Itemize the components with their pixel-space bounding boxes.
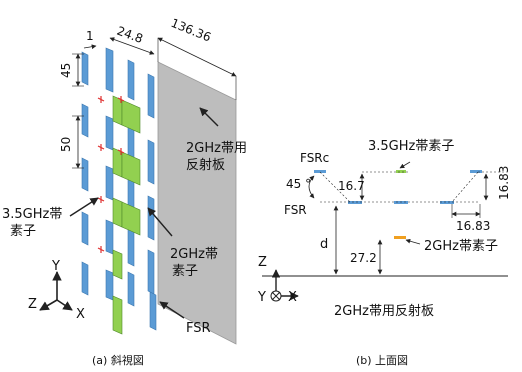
top-elements [314,170,482,239]
dim-50-label: 50 [59,137,73,152]
reflector-leader [199,107,219,127]
el2-top-label: 2GHz帯素子 [424,239,498,254]
axis-z-arrow [39,299,58,311]
dim-1-line [83,44,97,50]
dim-24-line [109,37,155,55]
el2-top-leader [405,238,421,245]
fsr-left-label: FSR [284,203,307,217]
el35-top-leader [399,161,411,169]
dim-1683b-label: 16.83 [456,219,490,233]
el2-leader [147,207,173,237]
axis-z-top-label: Z [258,255,267,270]
angle-label: 45 ° [286,177,311,191]
el35-top-label: 3.5GHz帯素子 [368,139,454,154]
axis-z-label: Z [28,297,37,312]
reflector-top-label: 2GHz帯用反射板 [334,303,434,319]
el35-leader [69,197,99,217]
caption-a: (a) 斜視図 [92,353,144,367]
dim-136-label: 136.36 [169,16,213,45]
fsr-top-label: FSRc [300,151,329,165]
el35-label-2: 素子 [10,224,36,239]
reflector-label-2: 反射板 [186,157,225,173]
el2-label-2: 素子 [172,264,198,279]
top-view: FSRc FSR 45 ° 16.7 16.83 16.83 d 27.2 3.… [257,139,511,367]
axis-x-label: X [76,307,85,322]
dim-24-label: 24.8 [115,24,145,46]
fsr-leader [159,301,185,319]
element-2-patches [112,95,141,335]
dim-45-label: 45 [59,63,73,78]
el35-label-1: 3.5GHz帯 [2,207,62,222]
axis-y-label: Y [51,259,60,274]
feed-marks [97,96,125,253]
el2-label-1: 2GHz帯 [170,247,218,262]
perspective-view: 1 24.8 136.36 45 50 2GHz帯用 反射板 3.5GHz帯 素… [2,16,247,367]
axis-x-top-label: X [288,290,297,305]
dim-136-line [157,37,237,77]
fsr-label: FSR [186,321,211,336]
reflector-label-1: 2GHz帯用 [186,141,247,156]
dim-1683a-label: 16.83 [497,166,511,200]
dim-1-label: 1 [86,29,94,43]
axis-x-arrow [56,299,73,311]
angle-arc [308,175,315,199]
dim-167-label: 16.7 [338,179,365,193]
dim-272-label: 27.2 [350,251,377,265]
reflector-plate [157,61,237,345]
element-35-strips [81,47,157,331]
axis-y-top-label: Y [257,290,266,305]
caption-b: (b) 上面図 [356,354,408,367]
dim-d-label: d [320,237,328,252]
